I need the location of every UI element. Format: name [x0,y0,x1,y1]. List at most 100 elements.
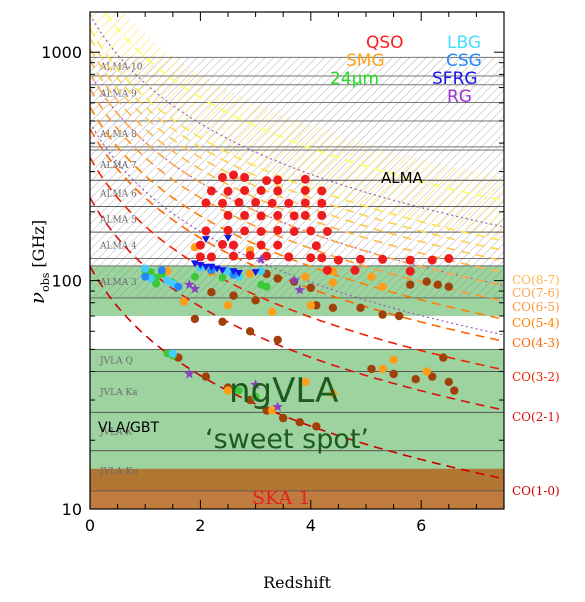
legend-rg: RG [447,87,472,107]
band-label-6: ALMA 4 [99,241,137,251]
axes: 0 2 4 6 10 100 1000 [41,11,505,535]
qso-point-29 [223,225,233,235]
qso-point-18 [284,198,294,208]
co-label-3: CO(5-4) [512,316,560,330]
qso-point-33 [289,227,299,236]
smg-orange-point-19 [389,355,398,364]
rg-point-7 [250,379,261,390]
co-line-labels: CO(8-7)CO(7-6)CO(6-5) CO(5-4) CO(4-3) CO(3-… [512,273,560,498]
rg-point-5 [184,368,195,379]
csg-point-1 [157,266,166,275]
co-label-2: CO(6-5) [512,300,560,314]
qso-point-31 [256,227,266,236]
smg-orange-point-9 [223,301,233,310]
qso-point-47 [284,252,294,262]
smg-point-31 [428,372,437,381]
rg-point-4 [184,279,195,290]
extra-line-6 [90,14,504,228]
smg-orange-point-15 [268,406,277,415]
qso-point-21 [223,210,233,220]
qso-point-40 [273,240,283,250]
csg-point-0 [141,272,150,281]
smg-point-3 [306,283,315,292]
qso-point-43 [206,252,216,262]
qso-point-19 [300,198,310,208]
qso-point-57 [350,265,360,275]
smg-orange-point-13 [367,272,376,281]
smg-orange-point-7 [378,282,387,291]
sfrg-point-7 [213,265,221,273]
sfrg-point-4 [235,270,243,277]
x-tick-label-2: 4 [306,516,316,535]
qso-point-13 [201,198,211,208]
rg-point-0 [189,283,201,294]
sfrg-point-5 [251,269,260,277]
legend-smg: SMG [346,51,385,71]
legend-sfrg: SFRG [432,69,478,89]
band-label-0: ALMA 10 [99,63,143,73]
qso-point-41 [311,241,321,251]
smg-point-8 [207,288,216,297]
smg-point-28 [367,364,376,374]
smg-orange-point-17 [328,389,338,398]
band-label-8: JVLA Q [99,356,133,366]
legend-qso: QSO [366,33,404,53]
ska-annotation: SKA 1 [252,487,310,509]
sfrg-extra-point-0 [201,236,210,244]
qso-point-51 [356,254,365,264]
sfrg-extra-point-1 [224,234,232,242]
qso-point-39 [256,240,266,250]
qso-point-45 [245,250,255,260]
legend-lbg: LBG [447,33,481,53]
smg-orange-point-5 [301,272,310,281]
qso-point-50 [333,255,343,265]
ngvla-annotation: ngVLA [229,371,338,411]
qso-point-30 [240,226,250,236]
smg-orange-point-14 [223,386,233,395]
qso-point-0 [218,172,227,182]
extra-line-4 [90,122,504,336]
smg-orange-point-6 [328,278,338,287]
band-label-9: JVLA Ka [99,388,138,398]
x-tick-label-3: 6 [416,516,426,535]
smg-orange-point-20 [422,367,431,376]
co-label-5: CO(3-2) [512,370,560,384]
legend: QSO SMG 24μm LBG CSG SFRG RG [330,33,482,107]
lbg-point-8 [168,349,177,358]
qso-point-16 [251,197,261,207]
smg-orange-point-10 [268,307,277,316]
band-alma-9 [90,84,504,103]
extra-line-3 [103,12,504,202]
smg-point-17 [218,317,227,326]
smg-orange-point-4 [245,269,255,279]
qso-point-38 [229,240,238,250]
qso-point-7 [223,186,233,196]
y-axis-title-sub: obs [39,272,52,292]
band-alma-3 [90,265,504,299]
qso-point-11 [300,186,310,195]
smg-point-10 [251,296,260,305]
rg-point-3 [294,284,305,295]
point-layer [141,170,459,431]
y-tick-label-0: 10 [62,500,82,519]
qso-point-10 [273,186,283,196]
qso-point-17 [267,198,277,208]
x-tick-label-0: 0 [85,516,95,535]
um24-point-6 [218,273,227,282]
qso-point-3 [262,176,272,186]
qso-point-8 [240,186,250,195]
lbg-point-0 [141,264,150,273]
y-axis-title-unit: [GHz] [29,220,48,268]
smg-point-13 [356,303,365,312]
co-line-3 [90,106,504,320]
um24-point-13 [235,386,243,395]
smg-orange-point-18 [378,364,387,374]
qso-point-15 [234,197,244,207]
qso-point-54 [427,255,437,265]
csg-point-2 [174,282,183,291]
qso-point-22 [240,210,250,220]
band-label-11: JVLA Ku [99,467,138,477]
smg-point-30 [411,375,420,384]
legend-24um: 24μm [330,69,379,89]
